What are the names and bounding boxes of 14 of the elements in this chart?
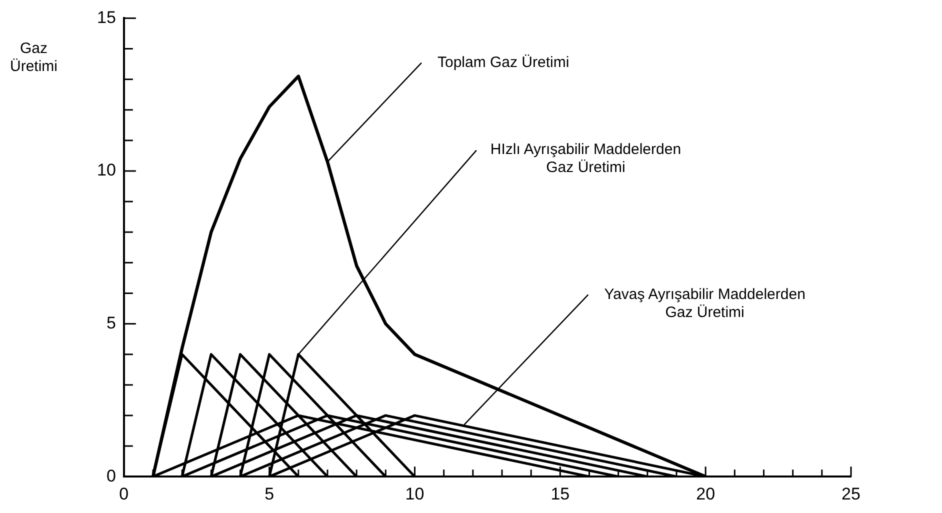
- y-tick-label: 0: [106, 466, 116, 486]
- x-tick-label: 20: [696, 484, 716, 504]
- y-tick-label: 15: [96, 8, 116, 27]
- annotation: Toplam Gaz Üretimi: [436, 54, 570, 72]
- y-tick-label: 5: [106, 313, 116, 332]
- y-axis-title: Gaz Üretimi: [10, 40, 58, 76]
- y-tick-label: 10: [96, 160, 116, 180]
- x-tick-label: 10: [405, 484, 424, 504]
- x-tick-label: 25: [842, 484, 860, 504]
- x-tick-label: 5: [264, 484, 274, 504]
- x-tick-label: 0: [119, 484, 129, 504]
- annotation: Yavaş Ayrışabilir Maddelerden Gaz Üretimi: [603, 286, 806, 322]
- x-tick-label: 15: [550, 484, 570, 504]
- annotation: HIzlı Ayrışabilir Maddelerden Gaz Üretimi: [489, 141, 682, 178]
